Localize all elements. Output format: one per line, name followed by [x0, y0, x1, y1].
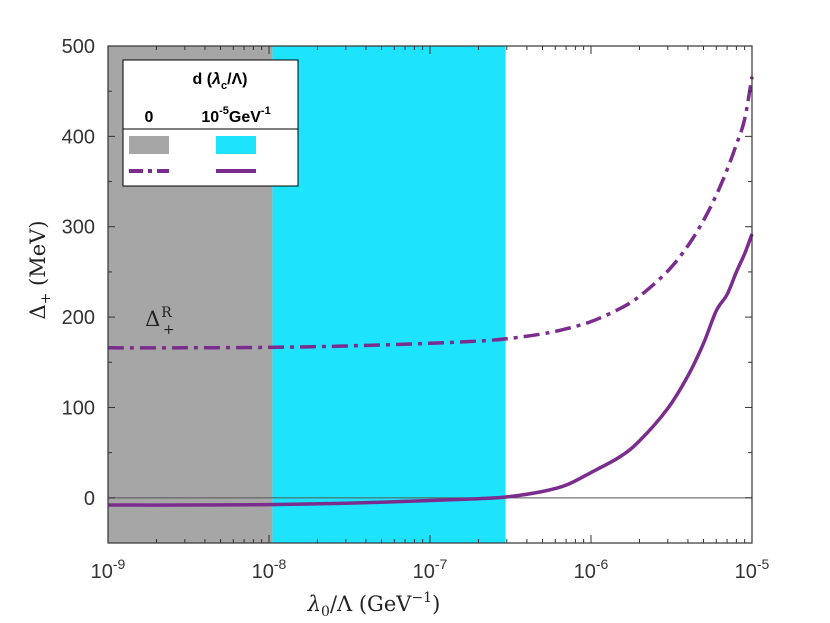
- series-line-0: [107, 76, 754, 350]
- y-tick-label-3: 300: [62, 217, 95, 239]
- x-tick-label-0: 10-9: [91, 556, 126, 583]
- x-tick-labels: 10-9 10-8 10-7 10-6 10-5: [91, 556, 770, 583]
- x-tick-label-3: 10-6: [574, 556, 609, 583]
- legend-column-1-label: 10-5GeV-1: [201, 105, 270, 126]
- y-tick-label-0: 0: [84, 488, 95, 510]
- delta-r-annotation: ΔR +: [145, 305, 174, 338]
- x-tick-label-1: 10-8: [252, 556, 287, 583]
- legend: d (λc/Λ) 0 10-5GeV-1: [122, 59, 299, 187]
- series-line-1: [107, 233, 754, 507]
- axis-ticks: [107, 45, 753, 544]
- x-axis-title: λ0/Λ (GeV−1): [307, 590, 441, 620]
- x-tick-label-2: 10-7: [413, 556, 448, 583]
- shaded-region-1: [272, 46, 506, 543]
- y-tick-label-4: 400: [62, 126, 95, 148]
- legend-title: d (λc/Λ): [192, 71, 247, 92]
- legend-box: [122, 59, 299, 187]
- y-tick-label-1: 100: [62, 397, 95, 419]
- x-tick-label-4: 10-5: [735, 556, 770, 583]
- y-tick-labels: 0 100 200 300 400 500: [62, 36, 95, 510]
- legend-swatch-gray: [129, 136, 169, 154]
- series-lines: [107, 76, 754, 507]
- legend-column-0-label: 0: [145, 109, 154, 126]
- y-tick-label-5: 500: [62, 36, 95, 58]
- y-tick-label-2: 200: [62, 307, 95, 329]
- legend-swatch-cyan: [216, 136, 256, 154]
- y-axis-title: Δ+ (MeV): [26, 220, 54, 319]
